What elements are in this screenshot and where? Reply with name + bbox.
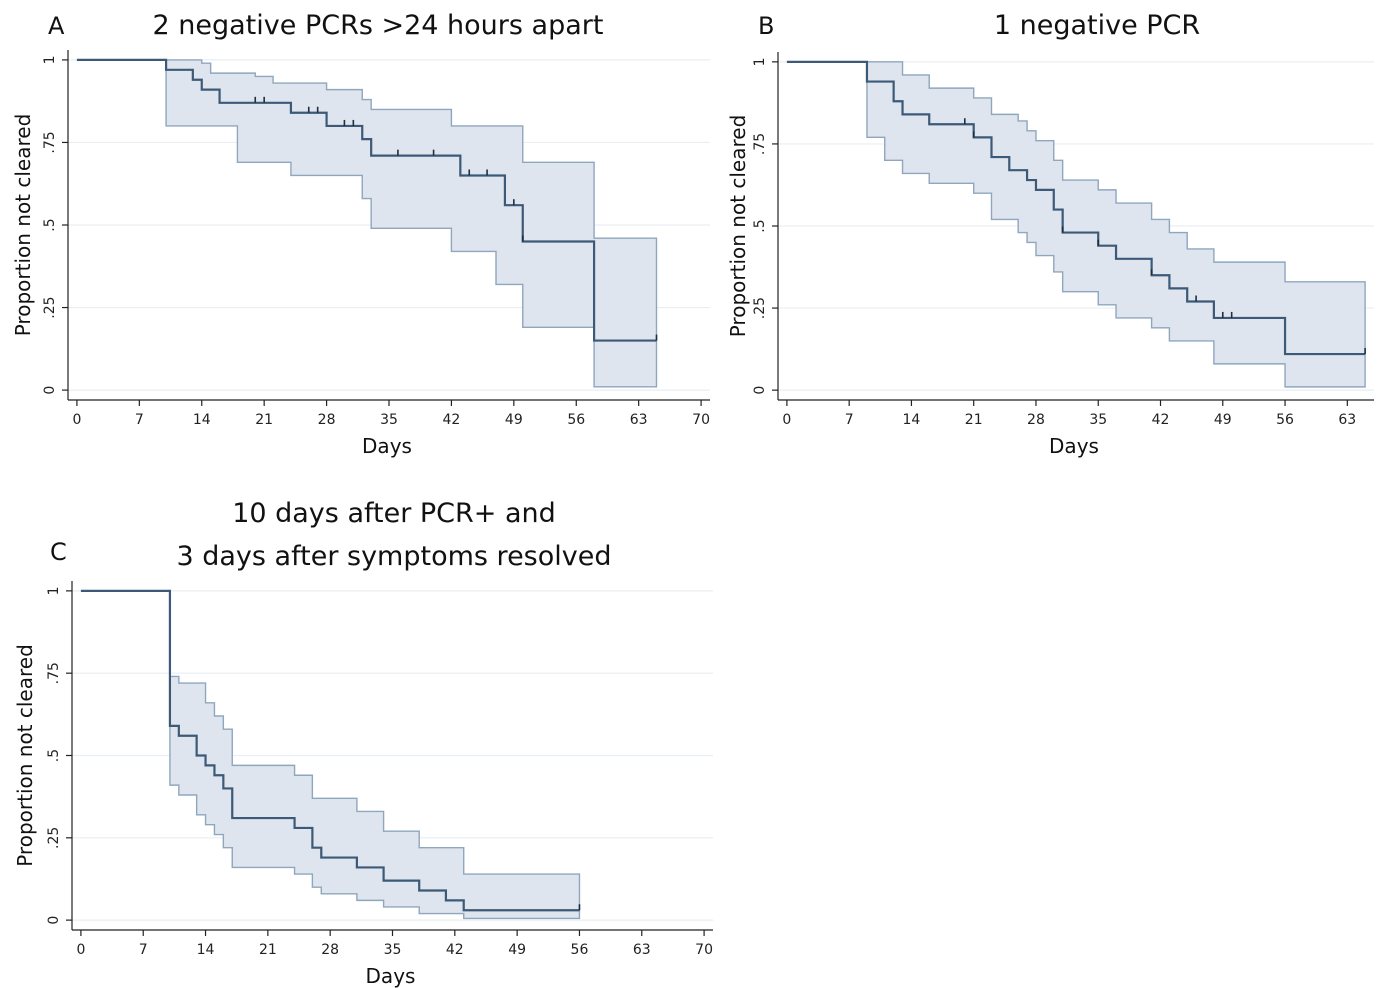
km-line-c — [80, 589, 580, 912]
x-tick-label-a-2: 14 — [193, 412, 211, 428]
km-line-b — [786, 60, 1366, 356]
x-tick-label-c-10: 70 — [695, 942, 713, 958]
x-tick-label-c-4: 28 — [321, 942, 339, 958]
x-tick-label-b-8: 56 — [1276, 412, 1294, 428]
x-tick-label-a-1: 7 — [135, 412, 144, 428]
panel-letter-b: B — [758, 12, 774, 40]
chart-title-a: 2 negative PCRs >24 hours apart — [153, 10, 604, 41]
x-tick-label-b-4: 28 — [1027, 412, 1045, 428]
x-tick-label-a-4: 28 — [318, 412, 336, 428]
y-tick-label-c-1: .25 — [46, 827, 62, 849]
x-tick-label-a-5: 35 — [380, 412, 398, 428]
chart-title-b: 1 negative PCR — [994, 10, 1200, 41]
y-tick-label-c-4: 1 — [46, 586, 62, 595]
panel-c: C 10 days after PCR+ and 3 days after sy… — [0, 490, 720, 988]
x-axis-title-c: Days — [366, 964, 416, 988]
x-tick-label-a-10: 70 — [692, 412, 710, 428]
y-tick-label-a-2: .5 — [42, 218, 58, 231]
x-tick-label-a-6: 42 — [443, 412, 461, 428]
y-tick-label-b-2: .5 — [752, 219, 768, 232]
panel-letter-c: C — [50, 538, 67, 566]
panel-letter-a: A — [48, 12, 65, 40]
x-tick-label-b-5: 35 — [1089, 412, 1107, 428]
chart-c: C 10 days after PCR+ and 3 days after sy… — [13, 498, 713, 988]
x-tick-label-a-0: 0 — [72, 412, 81, 428]
y-axis-title-c: Proportion not cleared — [13, 644, 37, 867]
y-tick-label-c-0: 0 — [46, 916, 62, 925]
y-tick-label-b-0: 0 — [752, 386, 768, 395]
x-tick-label-c-2: 14 — [197, 942, 215, 958]
x-tick-label-c-3: 21 — [259, 942, 277, 958]
y-tick-label-c-2: .5 — [46, 749, 62, 762]
ci-band-a — [165, 59, 658, 388]
y-tick-label-b-1: .25 — [752, 297, 768, 319]
ci-band-b — [866, 61, 1366, 388]
x-tick-label-b-7: 49 — [1214, 412, 1232, 428]
x-tick-label-b-2: 14 — [903, 412, 921, 428]
y-axis-title-b: Proportion not cleared — [726, 115, 750, 338]
y-tick-label-a-1: .25 — [42, 296, 58, 318]
panel-a: A 2 negative PCRs >24 hours apart 0 7 14 21… — [0, 0, 720, 470]
chart-a: A 2 negative PCRs >24 hours apart 0 7 14 21… — [11, 10, 710, 458]
chart-b: B 1 negative PCR 0 7 14 21 28 35 42 49 56 63 0 .25.… — [726, 10, 1374, 458]
chart-title-c-line2: 3 days after symptoms resolved — [176, 541, 611, 572]
x-tick-label-b-0: 0 — [782, 412, 791, 428]
x-tick-label-b-1: 7 — [845, 412, 854, 428]
x-tick-label-b-6: 42 — [1152, 412, 1170, 428]
panel-b: B 1 negative PCR 0 7 14 21 28 35 42 49 56 63 0 .25.… — [715, 0, 1377, 470]
x-tick-label-a-7: 49 — [505, 412, 523, 428]
y-tick-label-c-3: .75 — [46, 662, 62, 684]
x-tick-label-a-8: 56 — [567, 412, 585, 428]
x-tick-label-a-9: 63 — [630, 412, 648, 428]
x-tick-label-c-0: 0 — [76, 942, 85, 958]
x-axis-title-a: Days — [362, 434, 412, 458]
chart-title-c-line1: 10 days after PCR+ and — [232, 498, 556, 529]
ci-band-c — [169, 675, 581, 920]
y-tick-label-b-4: 1 — [752, 57, 768, 66]
x-tick-label-b-3: 21 — [965, 412, 983, 428]
x-tick-label-c-9: 63 — [633, 942, 651, 958]
x-axis-title-b: Days — [1049, 434, 1099, 458]
x-tick-label-c-1: 7 — [139, 942, 148, 958]
x-tick-label-c-8: 56 — [571, 942, 589, 958]
y-axis-title-a: Proportion not cleared — [11, 114, 35, 337]
x-tick-label-c-6: 42 — [446, 942, 464, 958]
y-tick-label-a-3: .75 — [42, 131, 58, 153]
x-tick-label-b-9: 63 — [1338, 412, 1356, 428]
y-tick-label-a-0: 0 — [42, 386, 58, 395]
x-tick-label-a-3: 21 — [255, 412, 273, 428]
y-tick-label-a-4: 1 — [42, 55, 58, 64]
x-tick-label-c-7: 49 — [508, 942, 526, 958]
x-tick-label-c-5: 35 — [384, 942, 402, 958]
y-tick-label-b-3: .75 — [752, 133, 768, 155]
